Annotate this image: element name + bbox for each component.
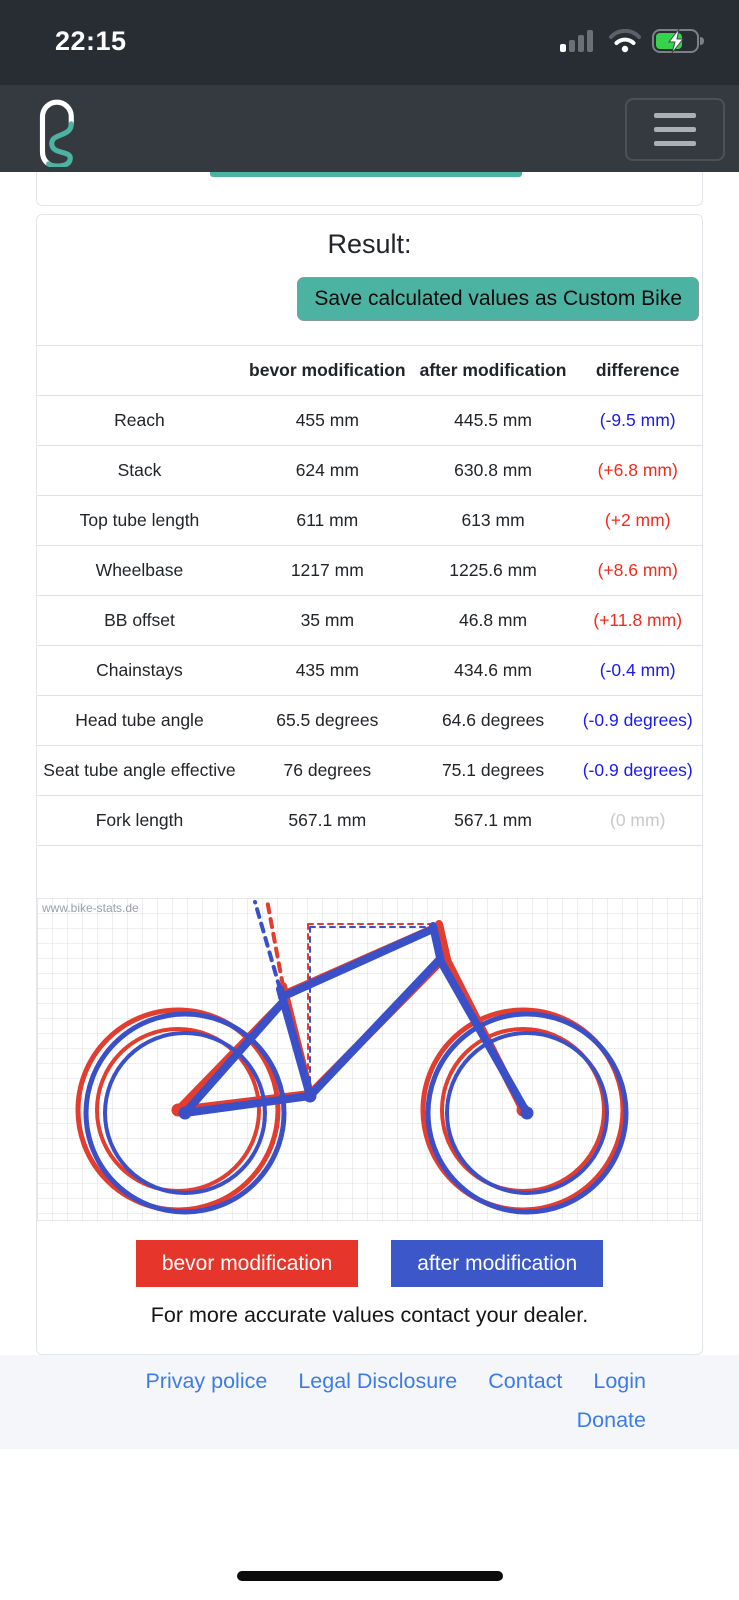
value-after: 445.5 mm	[454, 410, 532, 430]
page-content: Result: Save calculated values as Custom…	[0, 172, 739, 1449]
bike-after-blue	[83, 900, 629, 1215]
table-header-row: bevor modification after modification di…	[37, 346, 702, 396]
value-difference: (+6.8 mm)	[597, 460, 678, 480]
dealer-note: For more accurate values contact your de…	[150, 1303, 589, 1327]
value-before: 35 mm	[300, 610, 355, 630]
value-after: 613 mm	[461, 510, 525, 530]
row-label: Fork length	[95, 810, 184, 830]
diagram-watermark: www.bike-stats.de	[41, 901, 139, 915]
value-difference: (+11.8 mm)	[593, 610, 683, 630]
footer-link-donate[interactable]: Donate	[576, 1408, 646, 1432]
row-label: Chainstays	[96, 660, 183, 680]
scrolled-card-remnant	[36, 172, 703, 206]
value-before: 624 mm	[295, 460, 359, 480]
value-before: 1217 mm	[290, 560, 364, 580]
row-label: Wheelbase	[95, 560, 184, 580]
hamburger-line	[654, 141, 696, 146]
header-difference: difference	[595, 360, 680, 380]
value-after: 64.6 degrees	[441, 710, 545, 730]
geometry-comparison-table: bevor modification after modification di…	[37, 345, 702, 846]
bike-geometry-diagram: www.bike-stats.de	[36, 897, 702, 1226]
row-label: Head tube angle	[75, 710, 204, 730]
save-custom-bike-button[interactable]: Save calculated values as Custom Bike	[297, 277, 699, 321]
header-empty	[37, 346, 242, 396]
value-before: 567.1 mm	[288, 810, 367, 830]
footer-link-contact[interactable]: Contact	[488, 1369, 563, 1393]
cellular-signal-icon	[560, 30, 593, 52]
value-difference: (-0.9 degrees)	[582, 710, 693, 730]
table-row: Top tube length 611 mm 613 mm (+2 mm)	[37, 496, 702, 546]
row-label: Seat tube angle effective	[43, 760, 236, 780]
value-difference: (+8.6 mm)	[597, 560, 678, 580]
value-before: 65.5 degrees	[276, 710, 379, 730]
value-after: 1225.6 mm	[449, 560, 537, 580]
value-after: 630.8 mm	[454, 460, 532, 480]
value-before: 611 mm	[296, 510, 359, 530]
header-before: bevor modification	[249, 360, 406, 380]
footer-link-login[interactable]: Login	[593, 1369, 646, 1393]
table-row: Stack 624 mm 630.8 mm (+6.8 mm)	[37, 446, 702, 496]
legend-before-modification: bevor modification	[135, 1240, 359, 1287]
value-difference: (+2 mm)	[604, 510, 671, 530]
table-row: Wheelbase 1217 mm 1225.6 mm (+8.6 mm)	[37, 546, 702, 596]
home-indicator[interactable]	[236, 1571, 503, 1581]
hamburger-line	[654, 127, 696, 132]
value-after: 434.6 mm	[454, 660, 532, 680]
row-label: Stack	[117, 460, 162, 480]
value-after: 75.1 degrees	[441, 760, 545, 780]
value-after: 567.1 mm	[454, 810, 532, 830]
nav-bar	[0, 85, 739, 172]
bike-stats-logo-icon[interactable]	[38, 95, 84, 167]
status-icons	[560, 28, 707, 54]
diagram-legend: bevor modification after modification	[37, 1240, 702, 1287]
table-row: BB offset 35 mm 46.8 mm (+11.8 mm)	[37, 596, 702, 646]
partially-hidden-calculate-button[interactable]	[210, 172, 522, 177]
value-difference: (-0.4 mm)	[599, 660, 676, 680]
table-row: Seat tube angle effective 76 degrees 75.1 …	[37, 746, 702, 796]
row-label: BB offset	[104, 610, 175, 630]
legend-after-modification: after modification	[391, 1240, 604, 1287]
hamburger-menu-button[interactable]	[625, 98, 725, 161]
table-row: Reach 455 mm 445.5 mm (-9.5 mm)	[37, 396, 702, 446]
value-before: 435 mm	[295, 660, 359, 680]
value-difference: (-9.5 mm)	[599, 410, 676, 430]
result-card: Result: Save calculated values as Custom…	[36, 214, 703, 1355]
row-label: Reach	[114, 410, 165, 430]
table-row: Chainstays 435 mm 434.6 mm (-0.4 mm)	[37, 646, 702, 696]
footer-links: Privay police Legal Disclosure Contact Logi…	[46, 1369, 646, 1433]
value-difference: (-0.9 degrees)	[582, 760, 693, 780]
value-before: 455 mm	[295, 410, 359, 430]
result-heading: Result:	[327, 229, 412, 259]
header-after: after modification	[419, 360, 567, 380]
row-label: Top tube length	[79, 510, 200, 530]
page-footer: Privay police Legal Disclosure Contact Logi…	[0, 1355, 739, 1449]
footer-link-privay-police[interactable]: Privay police	[145, 1369, 268, 1393]
hamburger-line	[654, 113, 696, 118]
footer-link-legal-disclosure[interactable]: Legal Disclosure	[298, 1369, 458, 1393]
status-time: 22:15	[55, 26, 127, 56]
bike-diagram-svg: www.bike-stats.de	[36, 897, 702, 1222]
status-bar: 22:15	[0, 0, 739, 85]
battery-charging-icon	[652, 28, 704, 54]
value-before: 76 degrees	[283, 760, 372, 780]
table-row: Head tube angle 65.5 degrees 64.6 degrees (…	[37, 696, 702, 746]
value-difference: (0 mm)	[610, 810, 666, 830]
table-row: Fork length 567.1 mm 567.1 mm (0 mm)	[37, 796, 702, 846]
wifi-icon	[609, 29, 641, 53]
value-after: 46.8 mm	[459, 610, 528, 630]
